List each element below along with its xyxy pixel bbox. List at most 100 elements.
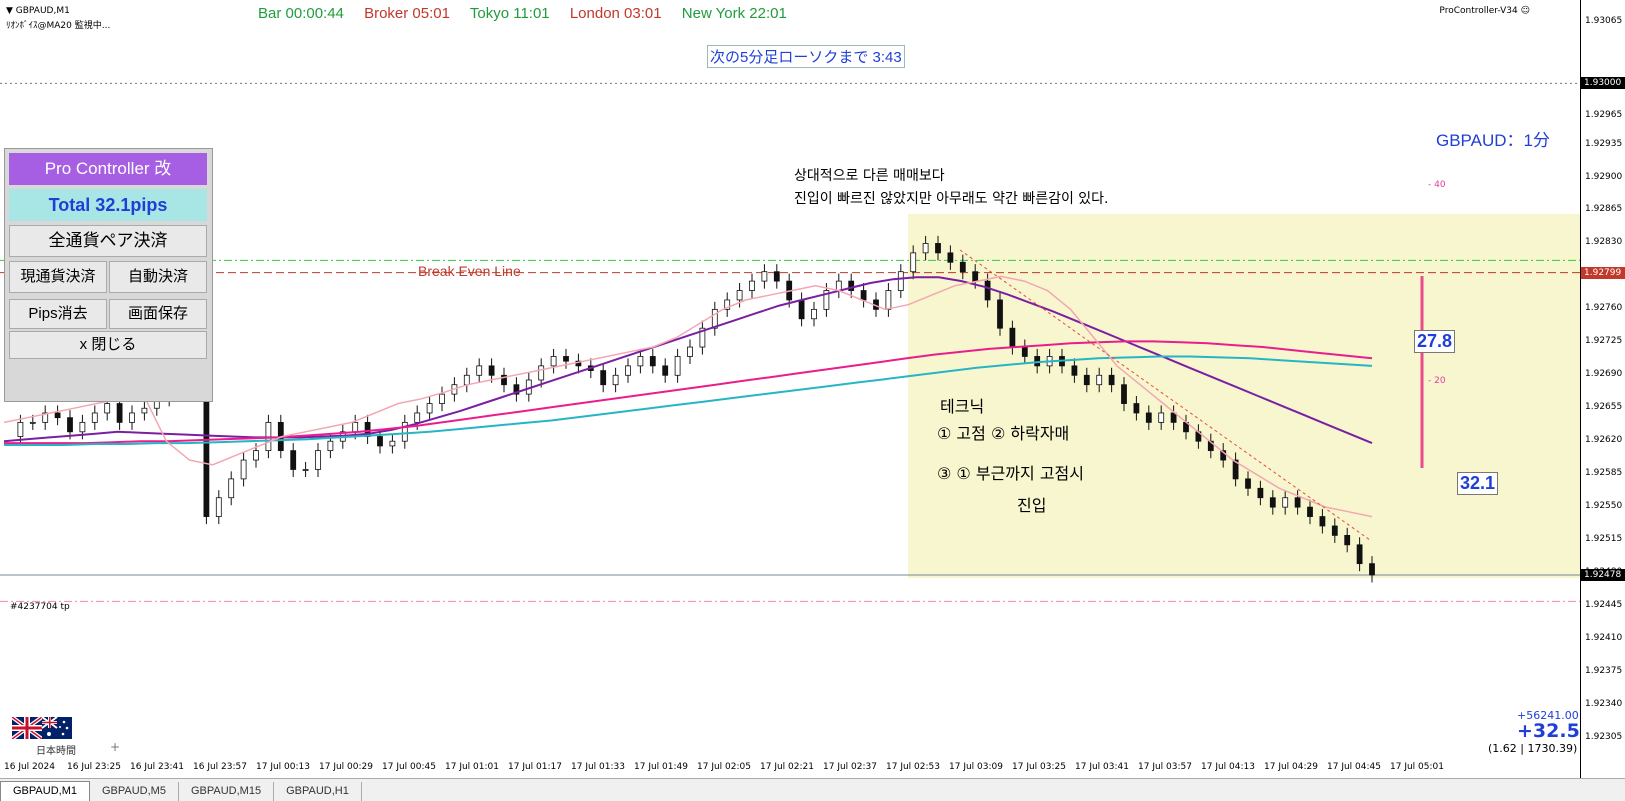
candle-body — [463, 374, 470, 386]
candle-body — [811, 308, 817, 320]
candle-body — [91, 412, 98, 423]
account-lots: (1.62 | 1730.39) — [1488, 742, 1578, 755]
time-tick-label: 17 Jul 01:01 — [445, 762, 499, 772]
candle-body — [848, 280, 855, 291]
candle-body — [129, 412, 135, 423]
price-tick-label: 1.92725 — [1585, 336, 1623, 347]
candle-body — [240, 459, 247, 480]
price-tick-label: 1.92935 — [1585, 138, 1623, 149]
price-tick-label: 1.93065 — [1585, 16, 1623, 27]
candle-body — [352, 421, 359, 433]
close-all-pairs-button[interactable]: 全通貨ペア決済 — [9, 225, 207, 257]
symbol-timeframe-label: GBPAUD：1分 — [1436, 131, 1550, 150]
moving-average-line — [4, 355, 1373, 446]
candle-body — [426, 403, 433, 414]
indicator-name: ProController-V34 ☺ — [1439, 6, 1530, 16]
moving-average-line — [4, 340, 1373, 445]
price-tick-label: 1.92515 — [1585, 534, 1623, 545]
price-tick-label: 1.92305 — [1585, 731, 1623, 742]
candle-body — [798, 299, 805, 320]
level-20-label: - 20 — [1428, 376, 1446, 386]
candle-body — [835, 280, 842, 291]
hand-note-3: ③ ① 부근까지 고점시 — [937, 464, 1084, 483]
candle-body — [649, 356, 656, 367]
price-tick-label: 1.92585 — [1585, 468, 1623, 479]
close-panel-button[interactable]: x 閉じる — [9, 331, 207, 359]
candle-body — [1121, 384, 1127, 404]
candle-body — [501, 374, 507, 386]
hand-note-1: 테크닉 — [940, 397, 985, 416]
candle-body — [1356, 544, 1363, 565]
candle-body — [910, 252, 917, 273]
moving-average-line — [3, 276, 1373, 445]
tokyo-time: Tokyo 11:01 — [469, 5, 550, 22]
candle-body — [600, 370, 607, 386]
break-even-label: Break Even Line — [418, 263, 521, 279]
candle-body — [1307, 506, 1313, 517]
time-tick-label: 17 Jul 04:29 — [1264, 762, 1318, 772]
hand-note-2: ① 고점 ② 하락자매 — [937, 424, 1070, 443]
time-tick-label: 17 Jul 03:25 — [1012, 762, 1066, 772]
moving-average-line — [3, 275, 1373, 518]
candle-body — [761, 271, 768, 282]
session-clock: Bar 00:00:44 Broker 05:01 Tokyo 11:01 Lo… — [258, 5, 803, 22]
candle-body — [1158, 412, 1165, 423]
time-tick-label: 17 Jul 05:01 — [1390, 762, 1444, 772]
note-line-1: 상대적으로 다른 매매보다 — [794, 168, 945, 184]
level-40-label: - 40 — [1428, 180, 1446, 190]
broker-time: Broker 05:01 — [364, 5, 450, 22]
bar-time: Bar 00:00:44 — [258, 5, 344, 22]
account-profit: +56241.00 — [1517, 709, 1579, 722]
highlight-zone — [908, 214, 1580, 578]
candle-body — [215, 497, 222, 517]
candle-body — [1108, 374, 1115, 386]
time-tick-label: 17 Jul 01:33 — [571, 762, 625, 772]
candle-body — [662, 365, 669, 376]
time-tick-label: 17 Jul 04:13 — [1201, 762, 1255, 772]
time-tick-label: 17 Jul 02:05 — [697, 762, 751, 772]
note-line-2: 진입이 빠르진 않았지만 아무래도 약간 빠른감이 있다. — [794, 191, 1109, 207]
hand-note-4: 진입 — [1017, 496, 1047, 515]
candle-body — [42, 412, 49, 423]
candle-body — [79, 421, 86, 433]
pips-label-top: 27.8 — [1414, 330, 1456, 353]
time-tick-label: 16 Jul 23:25 — [67, 762, 121, 772]
candle-body — [1071, 365, 1078, 376]
time-tick-label: 17 Jul 00:13 — [256, 762, 310, 772]
chart-tab[interactable]: GBPAUD,H1 — [274, 782, 362, 801]
save-screen-button[interactable]: 画面保存 — [109, 299, 207, 329]
time-axis: 16 Jul 2024 16 Jul 23:25 16 Jul 23:41 16 Ju… — [0, 758, 1580, 778]
candle-body — [414, 412, 421, 423]
candle-body — [1133, 403, 1140, 414]
timezone-label: 日本時間 — [36, 746, 76, 757]
price-chart[interactable] — [0, 0, 1580, 758]
candle-body — [1369, 563, 1375, 576]
time-tick-label: 16 Jul 23:41 — [130, 762, 184, 772]
candle-body — [54, 412, 61, 419]
candle-body — [29, 421, 36, 424]
close-current-button[interactable]: 現通貨決済 — [9, 261, 107, 293]
chart-tab[interactable]: GBPAUD,M5 — [90, 782, 179, 801]
chart-tab[interactable]: GBPAUD,M1 — [0, 781, 90, 801]
candle-body — [674, 356, 681, 376]
gbpaud-flag-icon — [12, 717, 72, 739]
clear-pips-button[interactable]: Pips消去 — [9, 299, 107, 329]
price-tag-bid: 1.92478 — [1581, 568, 1625, 581]
candle-body — [141, 407, 148, 414]
tp-order-label: #4237704 tp — [10, 602, 70, 612]
candle-body — [203, 393, 210, 517]
candle-body — [513, 384, 520, 395]
price-tick-label: 1.92655 — [1585, 402, 1623, 413]
auto-close-button[interactable]: 自動決済 — [109, 261, 207, 293]
add-button[interactable]: + — [110, 740, 121, 754]
candle-body — [439, 393, 445, 404]
candle-body — [612, 374, 619, 386]
price-tick-label: 1.92900 — [1585, 171, 1623, 182]
candle-body — [377, 436, 383, 447]
candle-body — [302, 469, 309, 471]
chart-area[interactable]: ▼ GBPAUD,M1 ﾘｵﾝﾎﾞｲｽ@MA20 監視中... ProContr… — [0, 0, 1580, 778]
candle-body — [1331, 525, 1338, 536]
chart-tab[interactable]: GBPAUD,M15 — [179, 782, 275, 801]
time-tick-label: 17 Jul 03:09 — [949, 762, 1003, 772]
price-tick-label: 1.92375 — [1585, 665, 1623, 676]
